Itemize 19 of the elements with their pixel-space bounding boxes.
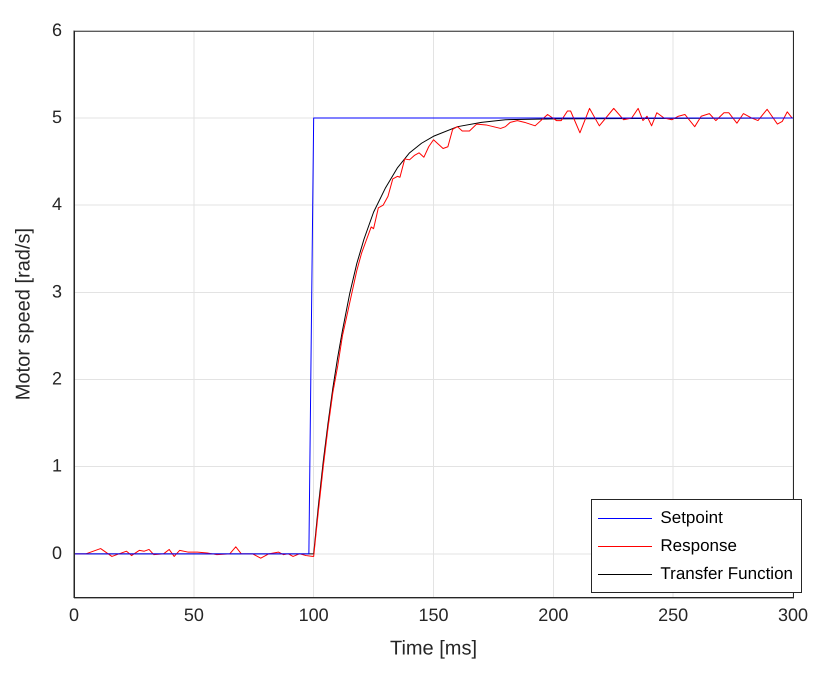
legend-label: Response: [660, 536, 737, 556]
y-tick-label: 6: [52, 20, 62, 40]
y-tick-label: 4: [52, 194, 62, 214]
x-tick-label: 200: [538, 605, 568, 626]
x-tick-label: 300: [778, 605, 808, 626]
y-tick-label: 1: [52, 456, 62, 476]
y-tick-label: 0: [52, 542, 62, 563]
x-tick-label: 0: [69, 605, 80, 626]
legend-label: Setpoint: [660, 508, 723, 528]
x-tick-label: 100: [298, 605, 329, 626]
x-tick-label: 50: [184, 605, 204, 626]
y-tick-label: 2: [52, 368, 62, 388]
x-tick-label: 150: [418, 605, 449, 626]
x-tick-label: 250: [658, 605, 688, 626]
y-tick-label: 5: [52, 106, 62, 127]
y-axis-title: Motor speed [rad/s]: [12, 228, 35, 400]
legend-label: Transfer Function: [660, 564, 793, 584]
y-tick-label: 3: [52, 281, 62, 302]
x-axis-title: Time [ms]: [390, 638, 478, 660]
